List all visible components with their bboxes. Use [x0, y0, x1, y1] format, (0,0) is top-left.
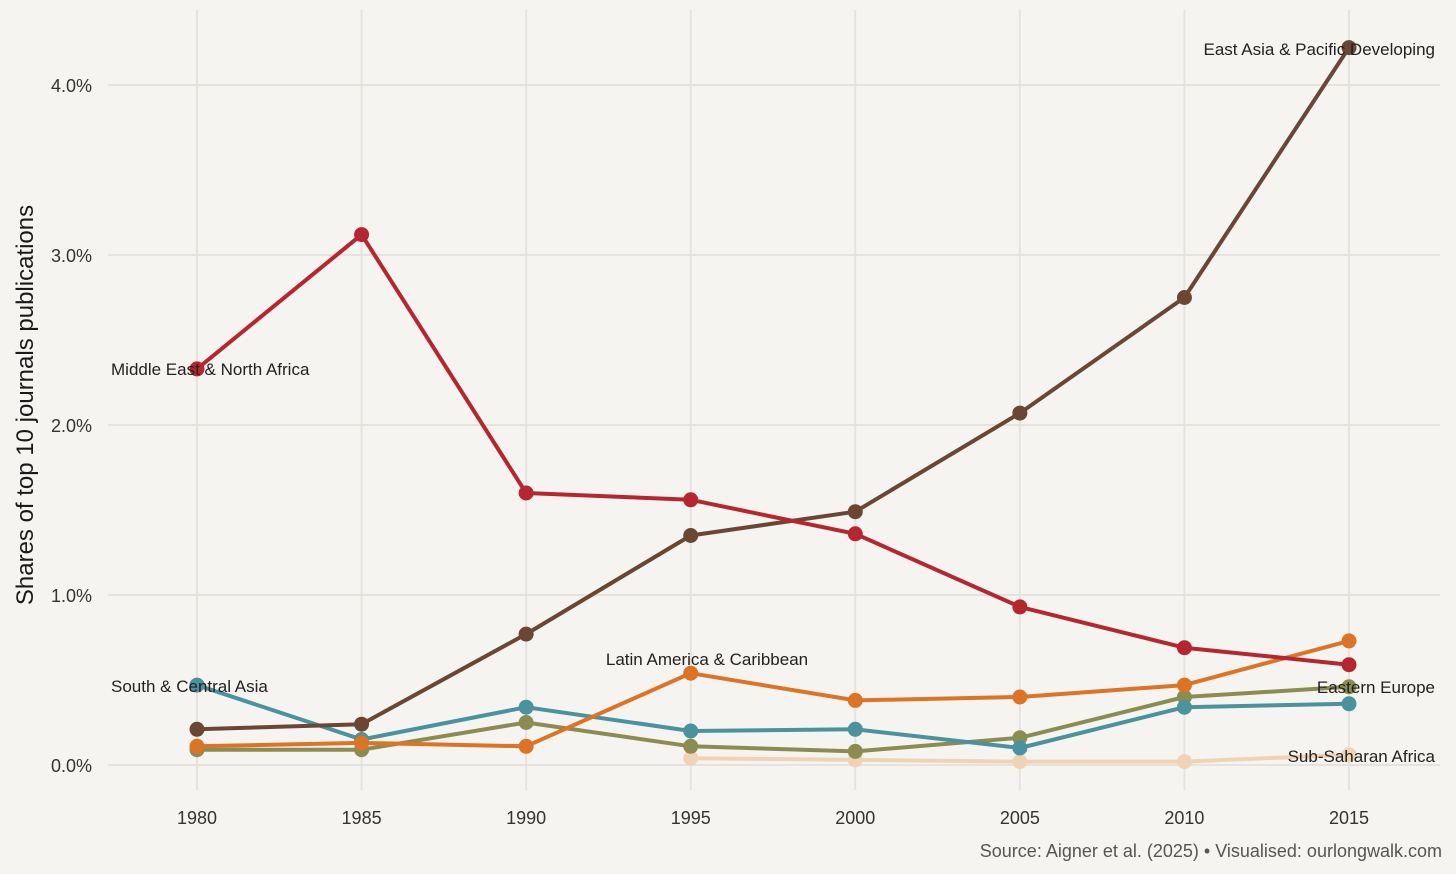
data-point — [847, 692, 863, 708]
series-label: Middle East & North Africa — [111, 360, 310, 379]
y-tick-label: 2.0% — [51, 416, 92, 436]
data-point — [189, 361, 205, 377]
data-point — [1012, 405, 1028, 421]
data-point — [1176, 677, 1192, 693]
data-point — [354, 735, 370, 751]
x-tick-label: 1985 — [342, 808, 382, 828]
x-tick-label: 2015 — [1329, 808, 1369, 828]
vertical-gridlines — [196, 10, 1350, 790]
data-point — [1012, 740, 1028, 756]
series-line-4 — [195, 45, 1351, 732]
y-tick-label: 4.0% — [51, 76, 92, 96]
y-tick-label: 3.0% — [51, 246, 92, 266]
series-label: East Asia & Pacific Developing — [1203, 40, 1435, 59]
data-point — [518, 485, 534, 501]
series-line-2 — [195, 683, 1351, 750]
data-point — [1012, 689, 1028, 705]
data-point — [683, 723, 699, 739]
data-point — [847, 504, 863, 520]
data-point — [1176, 290, 1192, 305]
data-point — [683, 665, 699, 681]
x-axis-ticks: 1980 1985 1990 1995 2000 2005 2010 2015 — [177, 808, 1369, 828]
data-point — [1012, 754, 1028, 770]
horizontal-gridlines — [108, 84, 1440, 766]
y-axis-label: Shares of top 10 journals publications — [12, 205, 39, 605]
data-point — [518, 699, 534, 715]
series-labels: Sub-Saharan Africa Eastern Europe South & … — [111, 40, 1436, 766]
data-point — [189, 738, 205, 754]
data-point — [518, 738, 534, 754]
series-label: Sub-Saharan Africa — [1288, 747, 1436, 766]
x-tick-label: 2010 — [1164, 808, 1204, 828]
data-point — [1341, 40, 1357, 56]
x-tick-label: 2005 — [1000, 808, 1040, 828]
data-point — [847, 526, 863, 542]
data-point — [683, 492, 699, 508]
data-point — [518, 715, 534, 730]
data-point — [1341, 747, 1357, 763]
source-caption: Source: Aigner et al. (2025) • Visualise… — [980, 841, 1442, 861]
data-point — [189, 721, 205, 737]
data-point — [683, 750, 699, 766]
series-line-5 — [195, 232, 1351, 667]
y-tick-label: 1.0% — [51, 586, 92, 606]
x-tick-label: 1995 — [671, 808, 711, 828]
x-tick-label: 1980 — [177, 808, 217, 828]
data-point — [847, 721, 863, 737]
data-point — [683, 528, 699, 543]
data-point — [189, 677, 205, 693]
data-point — [1341, 679, 1357, 695]
data-point — [354, 227, 370, 243]
data-point — [1341, 633, 1357, 649]
data-point — [847, 743, 863, 759]
data-point — [354, 716, 370, 732]
x-tick-label: 2000 — [835, 808, 875, 828]
data-point — [683, 738, 699, 754]
y-tick-label: 0.0% — [51, 756, 92, 776]
y-axis-ticks: 0.0% 1.0% 2.0% 3.0% 4.0% — [51, 76, 92, 776]
x-tick-label: 1990 — [506, 808, 546, 828]
data-point — [1012, 599, 1028, 615]
series-label: Latin America & Caribbean — [606, 650, 808, 669]
data-point — [1176, 754, 1192, 770]
data-point — [1341, 696, 1357, 712]
data-point — [1176, 640, 1192, 656]
series-label: South & Central Asia — [111, 677, 268, 696]
series-line-3 — [195, 638, 1351, 749]
series-label: Eastern Europe — [1317, 678, 1435, 697]
data-point — [518, 626, 534, 642]
data-point — [1176, 699, 1192, 715]
data-point — [1341, 657, 1357, 673]
series-points — [189, 40, 1357, 770]
